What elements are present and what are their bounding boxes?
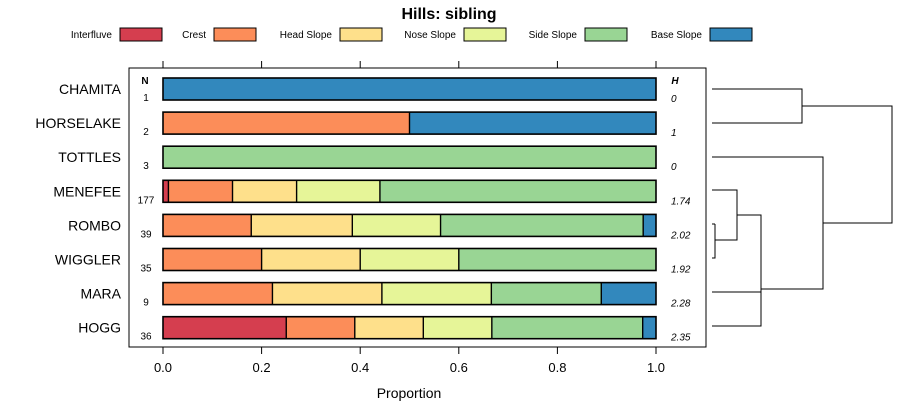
legend-swatch-side-slope: [584, 27, 628, 42]
category-label-menefee: MENEFEE: [53, 183, 121, 199]
bar-outline-menefee: [162, 179, 657, 204]
h-value-rombo: 2.02: [670, 230, 691, 241]
bar-rombo-side-slope: [440, 214, 644, 237]
x-tick-label-4: 0.8: [548, 360, 566, 375]
legend-swatch-interfluve: [119, 27, 163, 42]
bar-mara-head-slope: [272, 282, 382, 305]
n-value-menefee: 177: [138, 195, 155, 206]
dendrogram-branch-5: [712, 214, 762, 327]
x-tick-label-2: 0.4: [351, 360, 369, 375]
x-axis-label: Proportion: [377, 385, 442, 401]
bar-mara-nose-slope: [381, 282, 492, 305]
x-tick-label-0: 0.0: [154, 360, 172, 375]
n-value-tottles: 3: [143, 161, 149, 172]
dendrogram: [712, 88, 893, 327]
bar-horselake-crest: [163, 112, 410, 135]
category-label-hogg: HOGG: [78, 320, 121, 336]
bar-rombo-base-slope: [643, 214, 656, 237]
dendrogram-branch-1: [712, 156, 824, 290]
legend-label-crest: Crest: [182, 30, 206, 41]
x-tick-label-3: 0.6: [450, 360, 468, 375]
legend: Interfluve Crest Head Slope Nose Slope Side …: [71, 27, 753, 42]
legend-label-nose-slope: Nose Slope: [404, 30, 456, 41]
bar-rombo-nose-slope: [352, 214, 441, 237]
dendrogram-branch-3: [712, 224, 716, 259]
bar-rombo-crest: [163, 214, 252, 237]
n-value-wiggler: 35: [140, 264, 152, 275]
bar-hogg-nose-slope: [423, 316, 492, 339]
legend-label-base-slope: Base Slope: [651, 30, 703, 41]
bar-chamita-base-slope: [163, 78, 656, 100]
x-tick-label-5: 1.0: [647, 360, 665, 375]
category-label-chamita: CHAMITA: [59, 81, 122, 97]
legend-swatch-head-slope: [339, 27, 383, 42]
category-label-mara: MARA: [81, 286, 122, 302]
h-value-tottles: 0: [671, 162, 677, 173]
plot-frame: [128, 67, 707, 348]
legend-label-interfluve: Interfluve: [71, 30, 113, 41]
bar-mara-side-slope: [491, 282, 602, 305]
bar-hogg-base-slope: [642, 316, 656, 339]
h-value-horselake: 1: [671, 128, 677, 139]
category-label-tottles: TOTTLES: [58, 149, 121, 165]
legend-label-head-slope: Head Slope: [280, 30, 333, 41]
h-header: H: [671, 76, 679, 87]
h-value-wiggler: 1.92: [671, 265, 691, 276]
n-value-mara: 9: [143, 298, 149, 309]
legend-label-side-slope: Side Slope: [529, 30, 578, 41]
bar-wiggler-crest: [163, 248, 262, 271]
category-label-horselake: HORSELAKE: [35, 115, 121, 131]
n-value-horselake: 2: [143, 127, 149, 138]
x-tick-label-1: 0.2: [253, 360, 271, 375]
bar-menefee-crest: [168, 180, 233, 203]
bar-rombo-head-slope: [251, 214, 353, 237]
bar-mara-crest: [163, 282, 273, 305]
h-value-menefee: 1.74: [671, 196, 691, 207]
n-value-hogg: 36: [140, 332, 152, 343]
bar-hogg-side-slope: [491, 316, 643, 339]
chart-title: Hills: sibling: [401, 6, 496, 23]
legend-swatch-base-slope: [709, 27, 753, 42]
bar-wiggler-nose-slope: [360, 248, 459, 271]
h-value-chamita: 0: [671, 94, 677, 105]
plot-area: 0.0 0.2 0.4 0.6 0.8 1.0 N H CHAMITA 1 0 HORSELAKE 2 1…: [35, 61, 707, 375]
bar-hogg-head-slope: [354, 316, 424, 339]
bar-mara-base-slope: [601, 282, 656, 305]
dendrogram-branch-0: [712, 88, 803, 124]
n-value-chamita: 1: [143, 93, 149, 104]
bar-outline-wiggler: [162, 247, 657, 272]
legend-swatch-nose-slope: [463, 27, 507, 42]
bar-menefee-side-slope: [379, 180, 656, 203]
legend-swatch-crest: [213, 27, 257, 42]
bar-outline-chamita: [162, 77, 657, 101]
n-header: N: [141, 76, 148, 87]
h-value-mara: 2.28: [670, 299, 691, 310]
bar-menefee-interfluve: [163, 180, 169, 203]
bar-horselake-base-slope: [409, 112, 656, 135]
h-value-hogg: 2.35: [670, 333, 691, 344]
bar-wiggler-head-slope: [261, 248, 361, 271]
bar-tottles-side-slope: [163, 146, 656, 169]
bar-wiggler-side-slope: [458, 248, 656, 271]
dendrogram-branch-2: [712, 189, 738, 241]
bar-menefee-head-slope: [232, 180, 297, 203]
category-label-wiggler: WIGGLER: [55, 252, 121, 268]
bar-outline-mara: [162, 281, 657, 306]
bar-hogg-interfluve: [163, 316, 287, 339]
dendrogram-branch-7: [802, 105, 893, 224]
bar-hogg-crest: [286, 316, 355, 339]
bar-outline-rombo: [162, 213, 657, 238]
n-value-rombo: 39: [140, 229, 152, 240]
bar-menefee-nose-slope: [296, 180, 380, 203]
category-label-rombo: ROMBO: [68, 217, 121, 233]
bar-outline-tottles: [162, 145, 657, 169]
bar-outline-hogg: [162, 315, 657, 340]
